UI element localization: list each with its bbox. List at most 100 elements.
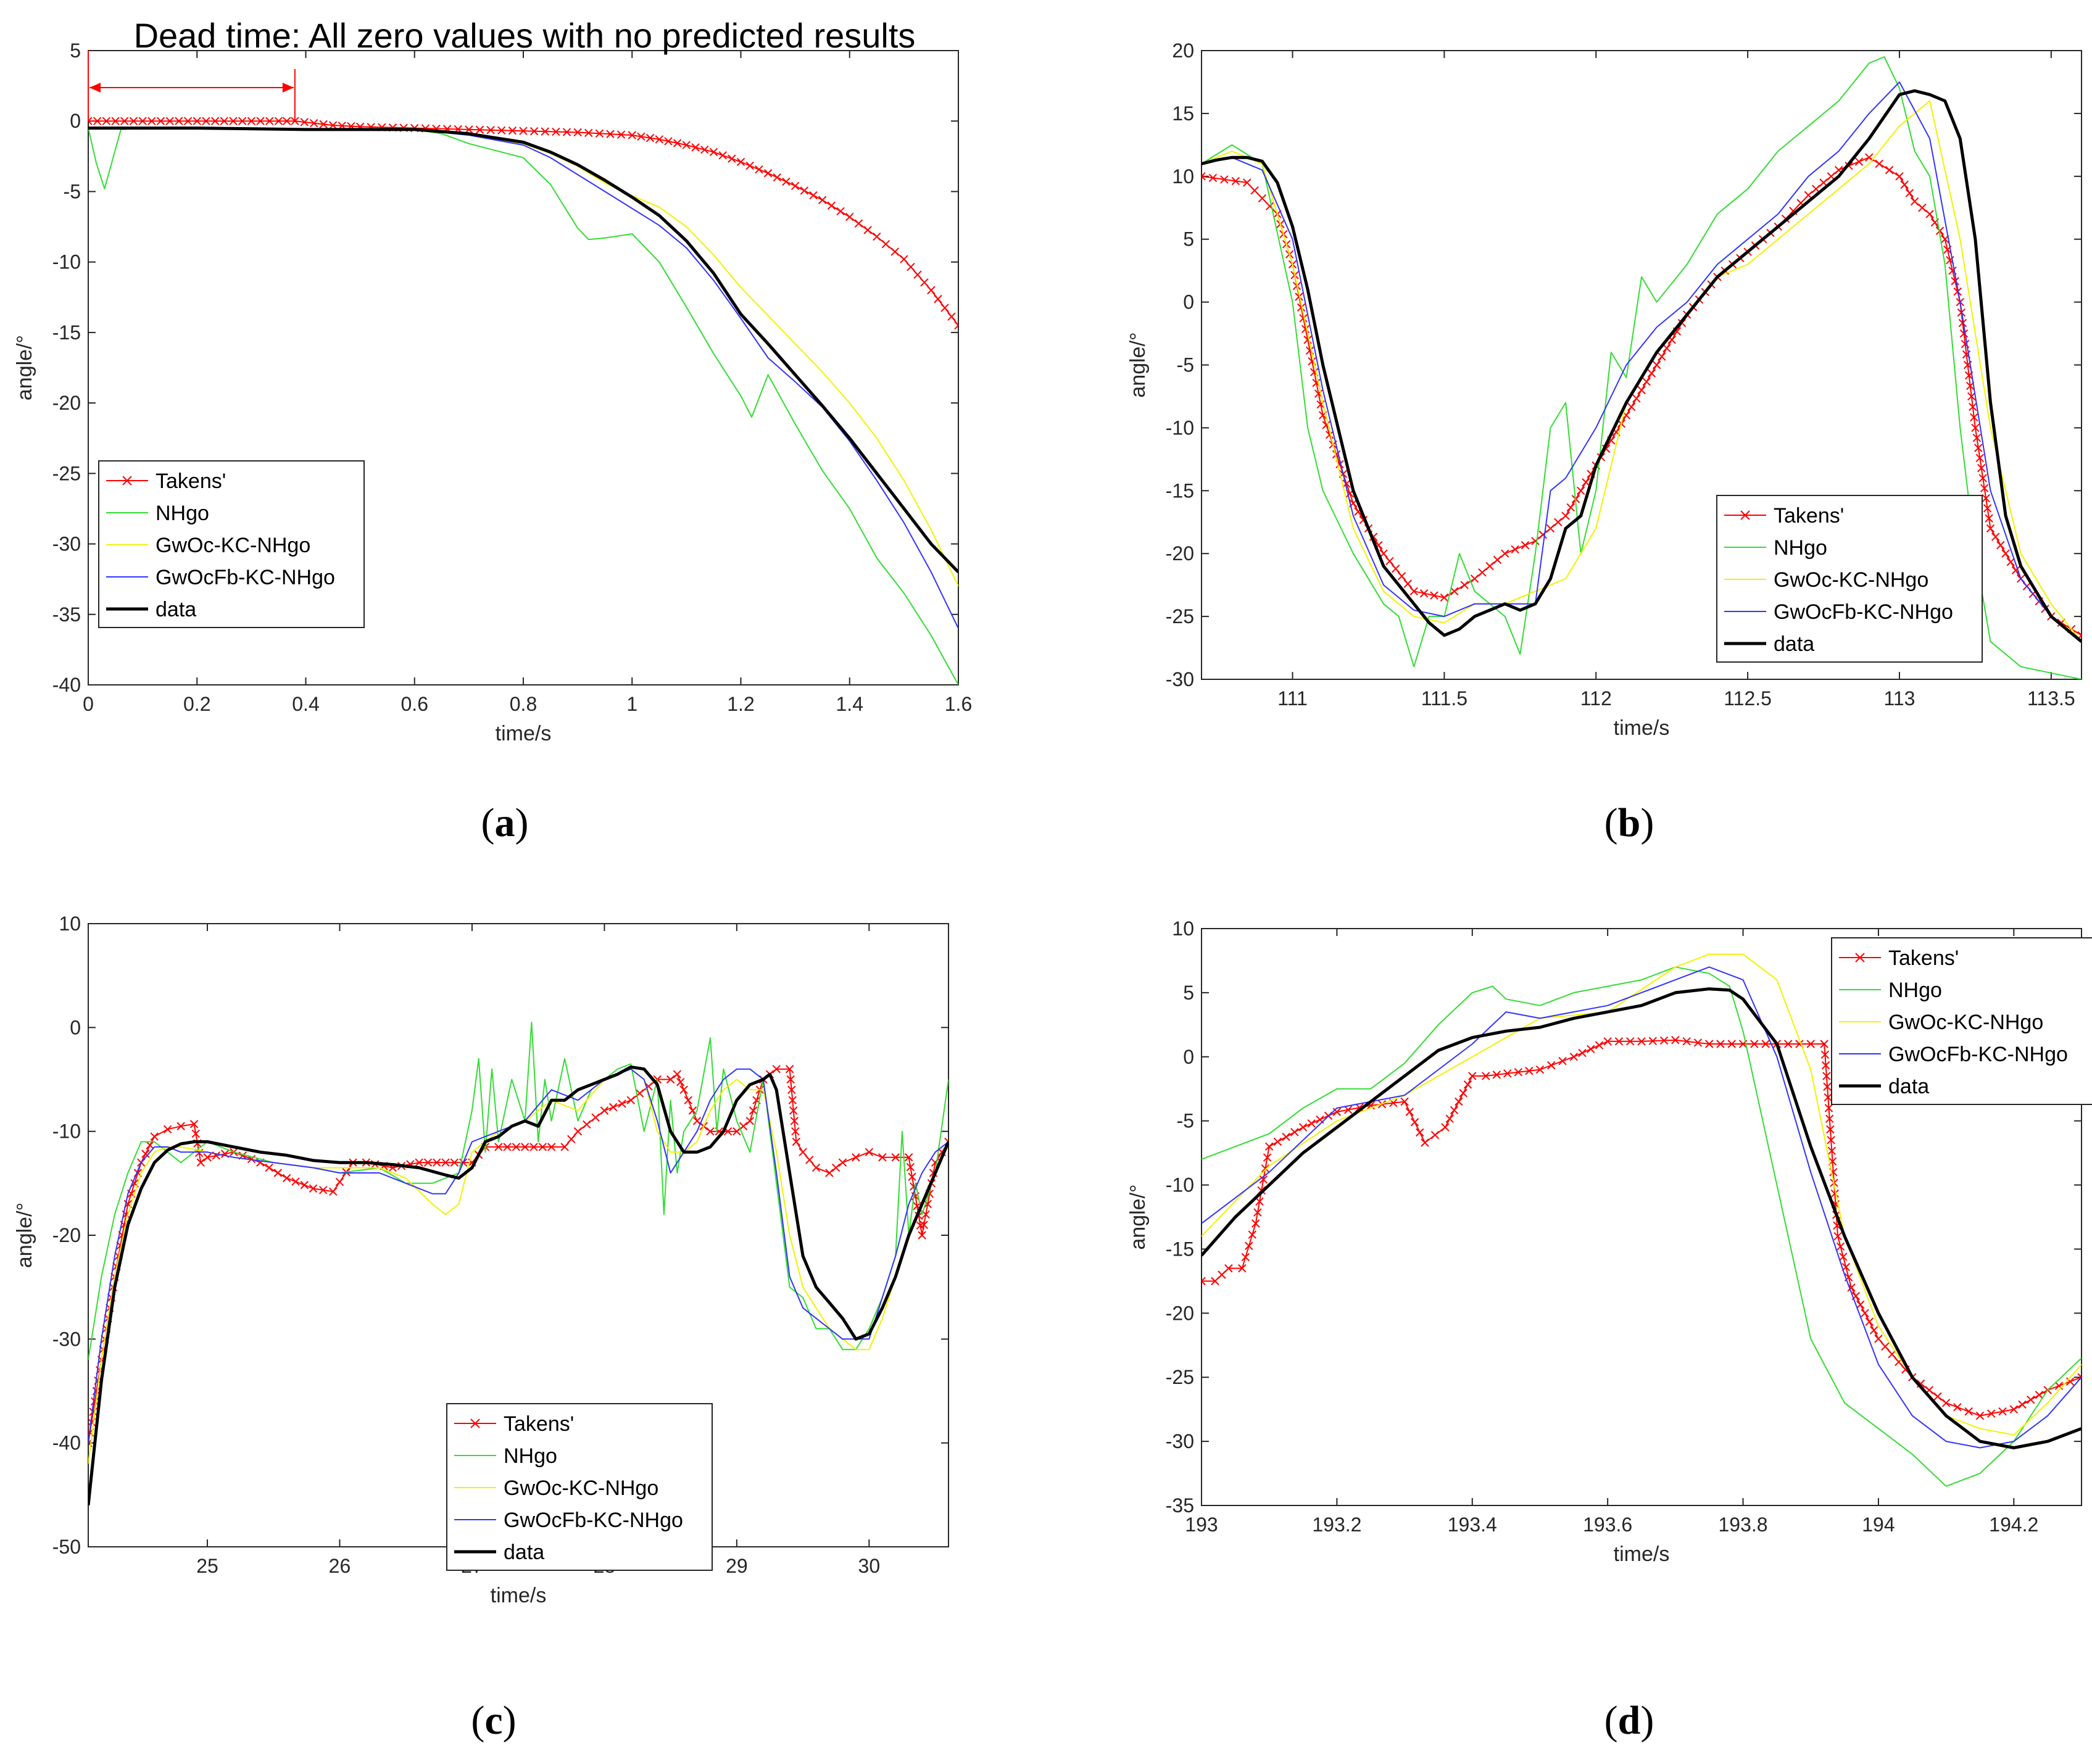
- takens-marker: [1263, 1153, 1272, 1162]
- x-tick-label: 193.4: [1448, 1513, 1497, 1536]
- caption-open-paren: (: [481, 800, 495, 845]
- takens-marker: [676, 1078, 685, 1087]
- takens-marker: [1822, 1072, 1831, 1080]
- x-tick-label: 112.5: [1724, 687, 1772, 710]
- takens-marker: [1967, 392, 1976, 401]
- takens-marker: [335, 1177, 344, 1186]
- takens-marker: [1298, 1123, 1308, 1132]
- y-tick-label: -5: [64, 180, 81, 202]
- panel-caption: (c): [471, 1698, 516, 1743]
- takens-marker: [934, 294, 942, 304]
- takens-marker: [773, 173, 781, 182]
- takens-marker: [908, 1172, 916, 1182]
- legend-label-gwocfb: GwOcFb-KC-NHgo: [1774, 600, 1953, 624]
- takens-marker: [1307, 1119, 1316, 1128]
- takens-marker: [1977, 463, 1986, 473]
- takens-marker: [1430, 591, 1438, 600]
- takens-marker: [1933, 1392, 1942, 1401]
- takens-marker: [832, 1163, 841, 1172]
- x-tick-label: 112: [1580, 687, 1612, 710]
- legend-label-nhgo: NHgo: [504, 1444, 557, 1468]
- takens-marker: [673, 1070, 682, 1079]
- takens-marker: [811, 1163, 821, 1172]
- takens-marker: [1750, 1040, 1759, 1048]
- takens-marker: [606, 130, 615, 138]
- caption-letter: b: [1618, 800, 1641, 845]
- legend: Takens' NHgo GwOc-KC-NHgo GwOcFb-KC-NHgo dat…: [446, 1403, 713, 1571]
- takens-marker: [1409, 587, 1418, 596]
- takens-marker: [1470, 574, 1479, 583]
- takens-marker: [1535, 1065, 1545, 1074]
- takens-marker: [265, 1163, 273, 1172]
- takens-marker: [805, 1156, 814, 1164]
- takens-marker: [1806, 1040, 1815, 1048]
- caption-close-paren: ): [1640, 800, 1654, 845]
- panel-d: 193 193.2 193.4 193.6 193.8 194 194.2 10 5 0 -5 -10…: [1126, 917, 2092, 1743]
- takens-marker: [265, 117, 274, 125]
- takens-marker: [238, 117, 247, 125]
- takens-marker: [906, 1162, 915, 1172]
- takens-marker: [718, 151, 727, 160]
- panel-caption: (d): [1604, 1698, 1654, 1743]
- takens-marker: [552, 127, 560, 136]
- y-tick-label: -35: [1166, 1494, 1194, 1517]
- panel-caption: (b): [1604, 800, 1654, 845]
- y-tick-label: -15: [1166, 1238, 1194, 1260]
- takens-marker: [1332, 1108, 1342, 1116]
- takens-marker: [1264, 1142, 1274, 1151]
- takens-marker: [595, 129, 604, 138]
- y-tick-label: -30: [52, 1328, 81, 1350]
- plot-area: [1202, 953, 2082, 1487]
- y-tick-label: -10: [1166, 416, 1194, 439]
- takens-marker: [1998, 1407, 2007, 1416]
- x-tick-label: 26: [329, 1555, 351, 1577]
- takens-marker: [1397, 572, 1406, 581]
- takens-marker: [682, 141, 691, 149]
- takens-marker: [567, 1135, 576, 1143]
- takens-marker: [560, 1143, 569, 1151]
- legend-label-gwocfb: GwOcFb-KC-NHgo: [1888, 1043, 2068, 1066]
- y-axis-label: angle/°: [1126, 332, 1150, 397]
- takens-marker: [706, 1127, 715, 1136]
- takens-marker: [1282, 1132, 1290, 1141]
- caption-open-paren: (: [1604, 1698, 1618, 1743]
- takens-marker: [1983, 504, 1992, 513]
- takens-marker: [475, 125, 484, 135]
- x-axis-label: time/s: [1614, 716, 1670, 740]
- takens-marker: [1895, 172, 1904, 181]
- y-tick-label: 5: [1183, 982, 1194, 1004]
- caption-open-paren: (: [471, 1698, 484, 1743]
- takens-marker: [1935, 226, 1945, 235]
- series-line-data: [1202, 987, 2082, 1449]
- takens-marker: [1576, 486, 1585, 495]
- takens-marker: [1626, 1037, 1635, 1046]
- takens-marker: [1525, 1066, 1534, 1075]
- takens-marker: [1833, 1232, 1842, 1241]
- legend-label-gwoc: GwOc-KC-NHgo: [1888, 1011, 2043, 1034]
- takens-marker: [1888, 1350, 1896, 1359]
- takens-marker: [256, 117, 265, 125]
- takens-marker: [645, 133, 655, 143]
- takens-marker: [1820, 1050, 1830, 1059]
- panel-b: 111 111.5 112 112.5 113 113.5 20 15 10 5 0 -5 -10 -15…: [1126, 39, 2082, 845]
- legend-label-data: data: [1888, 1075, 1929, 1098]
- y-tick-label: -40: [52, 674, 81, 696]
- takens-marker: [1595, 1041, 1604, 1050]
- takens-marker: [1245, 1241, 1253, 1250]
- y-tick-label: -20: [52, 392, 81, 414]
- takens-marker: [666, 1075, 675, 1084]
- takens-marker: [247, 117, 256, 125]
- takens-marker: [1671, 1036, 1680, 1045]
- takens-marker: [1637, 386, 1646, 394]
- plot-area: [88, 1021, 948, 1505]
- takens-marker: [274, 117, 283, 125]
- takens-marker: [838, 1158, 847, 1167]
- takens-marker: [1231, 176, 1240, 186]
- takens-marker: [900, 255, 908, 263]
- takens-marker: [141, 1149, 150, 1158]
- takens-marker: [1827, 1136, 1835, 1145]
- takens-marker: [328, 121, 338, 130]
- takens-marker: [1202, 1277, 1206, 1286]
- y-tick-label: -30: [1166, 668, 1194, 690]
- y-tick-label: -25: [52, 462, 81, 484]
